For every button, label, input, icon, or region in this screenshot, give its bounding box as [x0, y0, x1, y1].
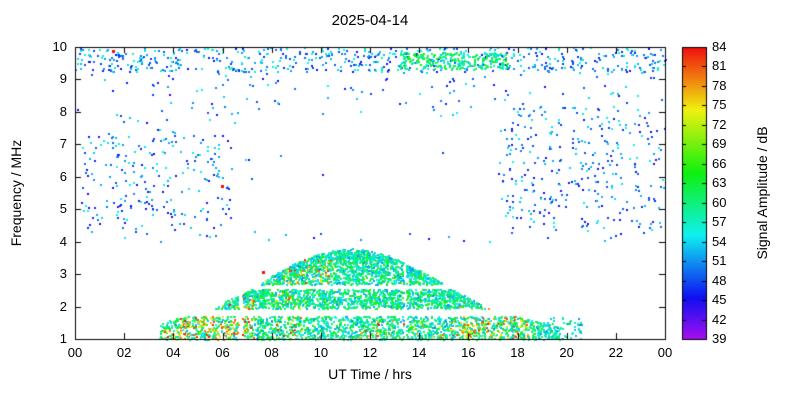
x-tick-label: 18: [510, 345, 525, 360]
y-axis-label: Frequency / MHz: [8, 139, 24, 247]
cb-tick-label: 45: [712, 292, 727, 308]
x-axis-label: UT Time / hrs: [328, 366, 412, 382]
cb-tick-label: 66: [712, 155, 727, 171]
x-tick-label: 22: [608, 345, 624, 360]
cb-tick-label: 78: [712, 77, 727, 93]
cb-tick-label: 75: [712, 97, 727, 113]
cb-tick-label: 60: [712, 194, 727, 210]
y-tick-label: 5: [59, 201, 67, 217]
chart-title: 2025-04-14: [331, 12, 409, 29]
cb-tick-label: 39: [712, 331, 727, 346]
y-tick-label: 1: [59, 331, 67, 346]
y-tick-label: 2: [59, 298, 67, 314]
y-tick-label: 4: [59, 233, 67, 249]
cb-tick-label: 69: [712, 136, 727, 152]
cb-tick-label: 63: [712, 175, 727, 191]
x-tick-label: 20: [559, 345, 574, 360]
x-tick-label: 08: [264, 345, 279, 360]
y-tick-label: 10: [52, 39, 67, 54]
y-tick-label: 3: [59, 266, 67, 282]
x-tick-label: 00: [67, 345, 83, 360]
cb-tick-label: 54: [712, 233, 727, 249]
y-tick-label: 6: [59, 168, 67, 184]
y-tick-label: 7: [59, 136, 67, 152]
colorbar-label: Signal Amplitude / dB: [754, 126, 770, 260]
x-tick-label: 02: [116, 345, 132, 360]
x-tick-label: 12: [362, 345, 378, 360]
x-tick-label: 16: [461, 345, 476, 360]
cb-tick-label: 81: [712, 58, 727, 74]
cb-tick-label: 72: [712, 116, 727, 132]
y-tick-label: 9: [59, 71, 67, 87]
cb-tick-label: 51: [712, 253, 727, 269]
y-tick-label: 8: [59, 103, 67, 119]
x-tick-label: 04: [166, 345, 181, 360]
x-tick-label: 06: [215, 345, 230, 360]
cb-tick-label: 84: [712, 39, 727, 54]
x-tick-label: 10: [313, 345, 329, 360]
x-tick-label: 00: [657, 345, 673, 360]
cb-tick-label: 48: [712, 272, 727, 288]
cb-tick-label: 57: [712, 214, 727, 230]
cb-tick-label: 42: [712, 311, 727, 327]
x-tick-label: 14: [411, 345, 427, 360]
